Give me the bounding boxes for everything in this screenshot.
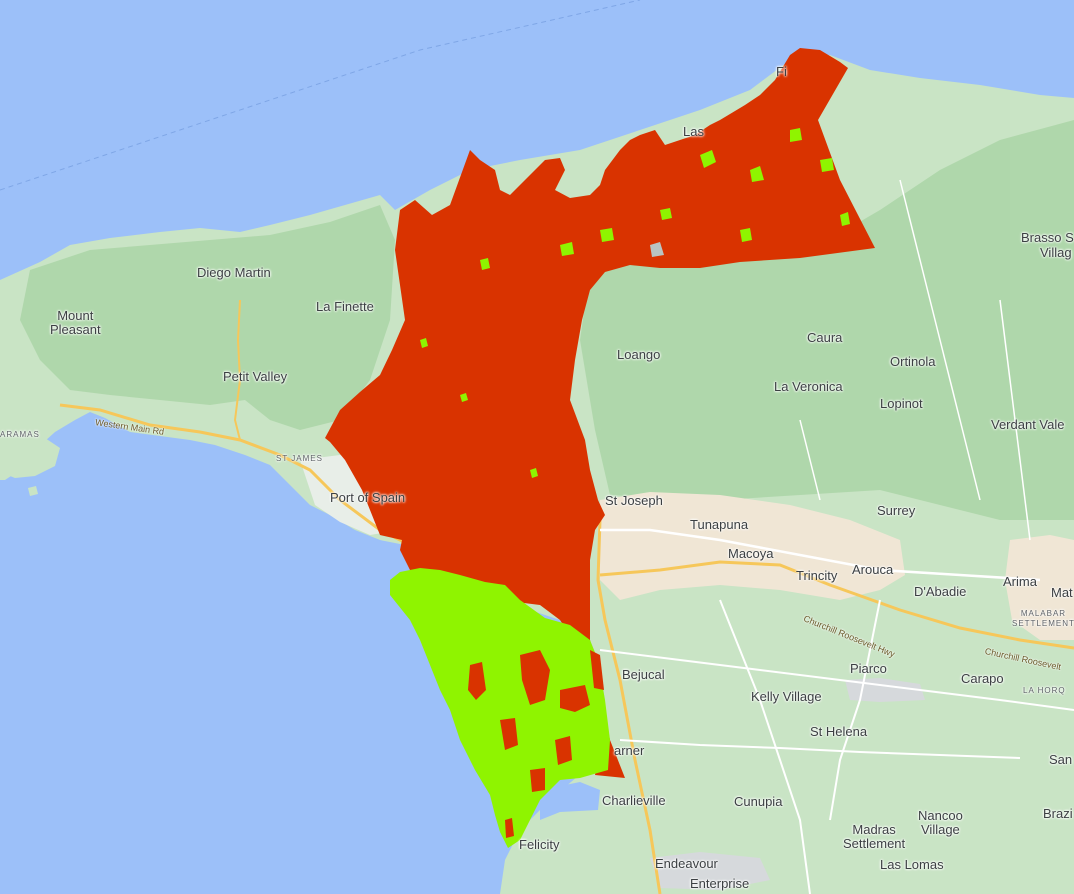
place-label-petit-valley: Petit Valley	[223, 369, 288, 384]
land-island	[0, 438, 60, 478]
place-label-fi: Fi	[776, 64, 787, 79]
place-label-loango: Loango	[617, 347, 661, 362]
overlay-green-patches	[420, 128, 850, 478]
place-label-enterprise: Enterprise	[690, 876, 750, 891]
overlay-red-patches	[468, 650, 604, 838]
place-label-las: Las	[683, 124, 704, 139]
place-label-arouca: Arouca	[852, 562, 894, 577]
place-label-kelly-village: Kelly Village	[751, 689, 822, 704]
place-label-surrey: Surrey	[877, 503, 916, 518]
urban-arima	[1005, 535, 1074, 640]
place-label-carapo: Carapo	[961, 671, 1004, 686]
place-label-macoya: Macoya	[728, 546, 774, 561]
place-label-nancoo-village: Nancoo Village	[918, 808, 963, 837]
place-label-st-james: ST JAMES	[276, 454, 323, 463]
overlay-red-region	[325, 48, 875, 778]
hills-east	[580, 120, 1074, 520]
overlay-gray-patch	[650, 242, 664, 257]
place-label-ortinola: Ortinola	[890, 354, 936, 369]
place-label-charlieville: Charlieville	[602, 793, 666, 808]
place-label-san: San	[1049, 752, 1073, 767]
place-label-port-of-spain: Port of Spain	[330, 490, 406, 505]
place-label-caura: Caura	[807, 330, 843, 345]
place-label-caramas: ARAMAS	[0, 430, 40, 439]
place-label-brasso-seco: Brasso S	[1021, 230, 1074, 245]
place-label-brazil: Brazi	[1043, 806, 1073, 821]
place-label-brasso-village: Villag	[1040, 245, 1072, 260]
overlay-green-region	[390, 568, 610, 848]
place-label-bejucal: Bejucal	[622, 667, 665, 682]
place-label-mat: Mat	[1051, 585, 1073, 600]
place-label-diego-martin: Diego Martin	[197, 265, 271, 280]
place-label-lopinot: Lopinot	[880, 396, 923, 411]
place-label-la-horquetta: LA HORQ	[1023, 686, 1066, 695]
place-label-trincity: Trincity	[796, 568, 838, 583]
place-label-verdant-vale: Verdant Vale	[991, 417, 1065, 432]
place-label-las-lomas: Las Lomas	[880, 857, 944, 872]
place-label-mount-pleasant: Mount Pleasant	[50, 308, 101, 337]
place-label-piarco: Piarco	[850, 661, 887, 676]
place-label-endeavour: Endeavour	[655, 856, 718, 871]
place-label-malabar: MALABAR SETTLEMENT	[1012, 609, 1074, 628]
place-label-la-finette: La Finette	[316, 299, 374, 314]
land-islet	[28, 486, 38, 496]
hills-northern-range	[20, 205, 395, 430]
road-network	[59, 179, 1074, 894]
caroni-channel	[540, 782, 600, 820]
place-label-madras-settlement: Madras Settlement	[843, 822, 906, 851]
place-label-dabadie: D'Abadie	[914, 584, 967, 599]
place-label-tunapuna: Tunapuna	[690, 517, 749, 532]
urban-enterprise	[650, 852, 770, 890]
place-label-la-veronica: La Veronica	[774, 379, 843, 394]
place-label-carner: arner	[614, 743, 645, 758]
place-label-st-helena: St Helena	[810, 724, 868, 739]
place-label-cunupia: Cunupia	[734, 794, 783, 809]
place-label-arima: Arima	[1003, 574, 1037, 589]
place-label-felicity: Felicity	[519, 837, 560, 852]
maritime-boundary	[0, 0, 641, 191]
place-label-st-joseph: St Joseph	[605, 493, 663, 508]
